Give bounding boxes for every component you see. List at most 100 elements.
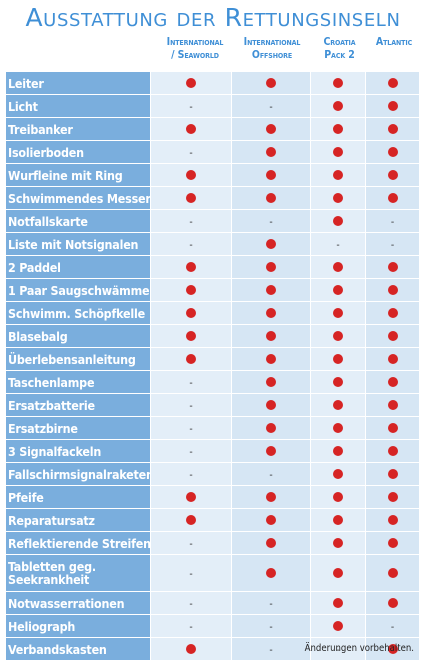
- table-cell: [365, 554, 420, 592]
- not-included-dash: -: [390, 622, 395, 633]
- included-dot-icon: [186, 353, 196, 364]
- included-dot-icon: [333, 261, 343, 272]
- included-dot-icon: [333, 353, 343, 364]
- table-cell: -: [231, 637, 311, 661]
- table-cell: [150, 324, 232, 348]
- included-dot-icon: [333, 537, 343, 548]
- table-cell: [231, 347, 311, 371]
- table-row: Schwimm. Schöpfkelle: [5, 301, 420, 325]
- table-cell: [365, 324, 420, 348]
- table-cell: [231, 186, 311, 210]
- table-row: 3 Signalfackeln -: [5, 439, 420, 463]
- column-header-croatia-pack2: Croatia Pack 2: [312, 36, 367, 62]
- equipment-table: Leiter Licht - - Treibanker Isolierboden - Wurf…: [5, 71, 420, 661]
- table-cell: [150, 301, 232, 325]
- included-dot-icon: [387, 353, 398, 364]
- table-row: Reparatursatz: [5, 508, 420, 532]
- table-cell: [150, 508, 232, 532]
- included-dot-icon: [266, 261, 276, 272]
- included-dot-icon: [266, 192, 276, 203]
- table-cell: [310, 508, 366, 532]
- row-label: 3 Signalfackeln: [5, 439, 151, 463]
- included-dot-icon: [333, 399, 343, 410]
- table-cell: [365, 255, 420, 279]
- table-cell: [231, 71, 311, 95]
- table-row: Isolierboden -: [5, 140, 420, 164]
- not-included-dash: -: [390, 217, 395, 228]
- included-dot-icon: [333, 491, 343, 502]
- table-cell: [231, 117, 311, 141]
- column-headers: International / Seaworld International O…: [0, 36, 426, 70]
- table-cell: -: [231, 209, 311, 233]
- table-cell: [150, 117, 232, 141]
- table-cell: [310, 439, 366, 463]
- table-cell: [310, 531, 366, 555]
- table-row: Taschenlampe -: [5, 370, 420, 394]
- included-dot-icon: [266, 491, 276, 502]
- table-row: 1 Paar Saugschwämme: [5, 278, 420, 302]
- included-dot-icon: [387, 123, 398, 134]
- included-dot-icon: [266, 537, 276, 548]
- table-cell: [365, 71, 420, 95]
- included-dot-icon: [333, 77, 343, 88]
- included-dot-icon: [266, 567, 276, 578]
- row-label: Licht: [5, 94, 151, 118]
- not-included-dash: -: [336, 645, 340, 656]
- table-row: Überlebensanleitung: [5, 347, 420, 371]
- included-dot-icon: [387, 643, 398, 654]
- table-cell: [150, 278, 232, 302]
- table-cell: [310, 554, 366, 592]
- table-cell: [365, 117, 420, 141]
- table-cell: [310, 71, 366, 95]
- row-label: Blasebalg: [5, 324, 151, 348]
- included-dot-icon: [186, 330, 196, 341]
- included-dot-icon: [333, 146, 343, 157]
- table-cell: [365, 186, 420, 210]
- included-dot-icon: [186, 169, 196, 180]
- table-row: Ersatzbirne -: [5, 416, 420, 440]
- included-dot-icon: [266, 353, 276, 364]
- table-cell: [310, 94, 366, 118]
- included-dot-icon: [266, 77, 276, 88]
- included-dot-icon: [387, 422, 398, 433]
- included-dot-icon: [387, 597, 398, 608]
- table-cell: [310, 255, 366, 279]
- equipment-table-body: Leiter Licht - - Treibanker Isolierboden - Wurf…: [5, 71, 420, 661]
- table-cell: [150, 163, 232, 187]
- included-dot-icon: [333, 100, 343, 111]
- table-cell: [365, 278, 420, 302]
- table-cell: [310, 614, 366, 638]
- column-header-atlantic: Atlantic: [366, 36, 422, 49]
- table-cell: [150, 255, 232, 279]
- included-dot-icon: [333, 514, 343, 525]
- table-cell: [310, 301, 366, 325]
- table-cell: [365, 485, 420, 509]
- row-label: Fallschirmsignalraketen: [5, 462, 151, 486]
- included-dot-icon: [186, 643, 196, 654]
- row-label: Liste mit Notsignalen: [5, 232, 151, 256]
- column-header-line: Pack 2: [324, 49, 355, 61]
- included-dot-icon: [266, 284, 276, 295]
- row-label: 1 Paar Saugschwämme: [5, 278, 151, 302]
- table-cell: -: [365, 232, 420, 256]
- included-dot-icon: [186, 192, 196, 203]
- not-included-dash: -: [189, 378, 193, 389]
- included-dot-icon: [333, 284, 343, 295]
- table-cell: -: [310, 232, 366, 256]
- row-label: Pfeife: [5, 485, 151, 509]
- row-label: Ersatzbatterie: [5, 393, 151, 417]
- table-cell: [231, 485, 311, 509]
- table-cell: [231, 232, 311, 256]
- column-header-line: International: [243, 36, 301, 48]
- table-row: Fallschirmsignalraketen - -: [5, 462, 420, 486]
- row-label: Treibanker: [5, 117, 151, 141]
- table-cell: [231, 370, 311, 394]
- table-row: Treibanker: [5, 117, 420, 141]
- row-label: Überlebensanleitung: [5, 347, 151, 371]
- table-cell: [365, 140, 420, 164]
- table-cell: [310, 186, 366, 210]
- table-cell: [365, 637, 420, 661]
- page-title: Ausstattung der Rettungsinseln: [25, 3, 401, 32]
- table-cell: [231, 301, 311, 325]
- not-included-dash: -: [189, 599, 193, 610]
